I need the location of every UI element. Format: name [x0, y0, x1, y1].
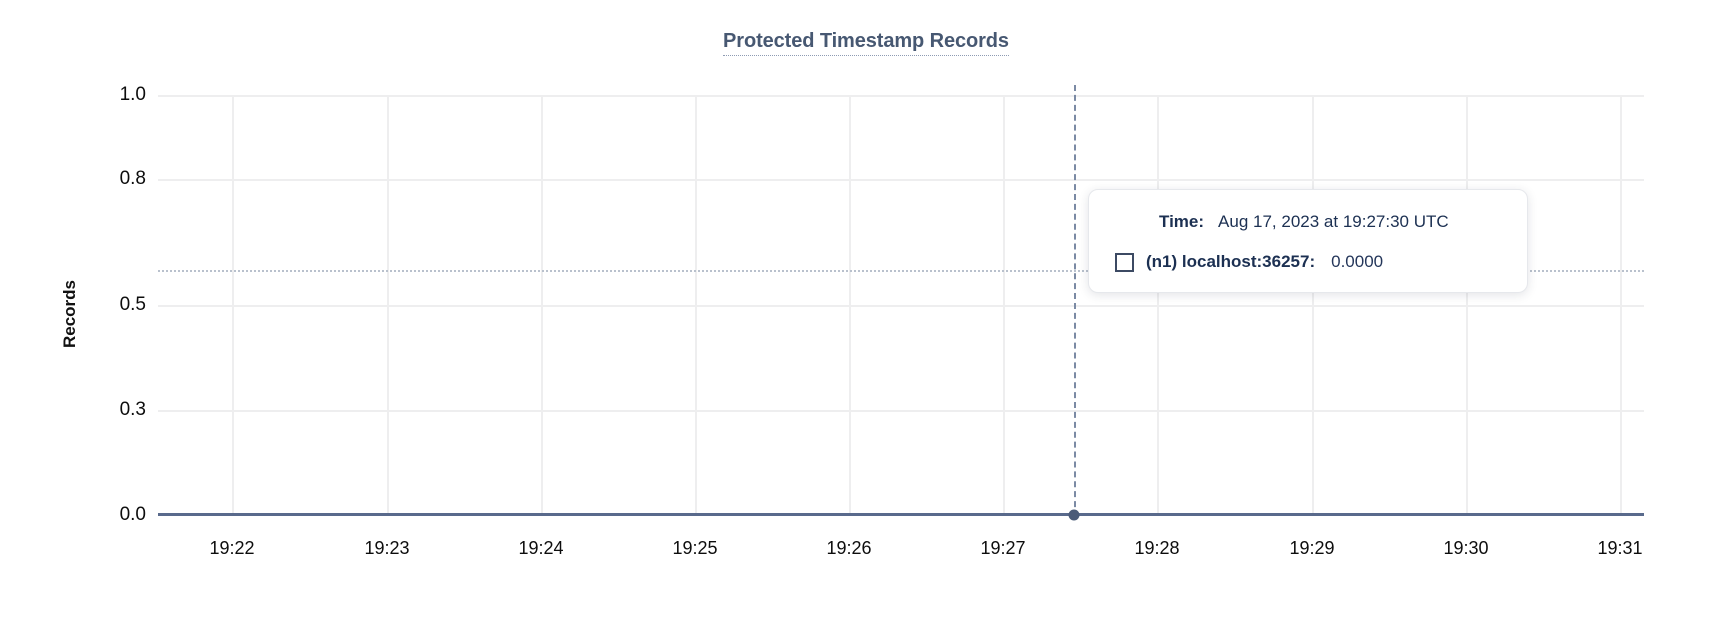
gridline-horizontal — [158, 305, 1644, 307]
gridline-vertical — [387, 95, 389, 515]
tooltip-series-row: (n1) localhost:36257: 0.0000 — [1115, 252, 1501, 272]
crosshair-horizontal — [158, 270, 1644, 272]
plot-area[interactable] — [158, 85, 1644, 521]
empty-square-icon — [1115, 252, 1134, 272]
tooltip-time-label: Time: — [1159, 212, 1205, 231]
x-tick-label: 19:29 — [1289, 538, 1335, 558]
tooltip-time-value: Aug 17, 2023 at 19:27:30 UTC — [1218, 212, 1449, 231]
x-tick-label: 19:31 — [1597, 538, 1643, 558]
x-tick-label: 19:23 — [364, 538, 410, 558]
gridline-vertical — [849, 95, 851, 515]
gridline-vertical — [1466, 95, 1468, 515]
y-tick-label: 1.0 — [119, 84, 146, 105]
chart-title: Protected Timestamp Records — [723, 30, 1009, 56]
gridline-horizontal — [158, 95, 1644, 97]
gridline-vertical — [1620, 95, 1622, 515]
gridline-horizontal — [158, 410, 1644, 412]
y-tick-label: 0.0 — [119, 504, 146, 525]
tooltip-series-value: 0.0000 — [1331, 252, 1384, 271]
series-line-localhost-36257 — [158, 513, 1644, 516]
gridline-vertical — [232, 95, 234, 515]
gridline-vertical — [695, 95, 697, 515]
x-tick-label: 19:22 — [209, 538, 255, 558]
tooltip-time-row: Time: Aug 17, 2023 at 19:27:30 UTC — [1115, 212, 1501, 232]
y-tick-label: 0.5 — [119, 294, 146, 315]
tooltip-series-name: (n1) localhost:36257: — [1146, 252, 1316, 271]
y-tick-label: 0.3 — [119, 399, 146, 420]
gridline-vertical — [1312, 95, 1314, 515]
chart-title-container: Protected Timestamp Records — [0, 30, 1732, 56]
x-tick-label: 19:27 — [980, 538, 1026, 558]
x-tick-label: 19:30 — [1443, 538, 1489, 558]
gridline-vertical — [1003, 95, 1005, 515]
data-point-marker[interactable] — [1068, 509, 1080, 521]
hover-tooltip: Time: Aug 17, 2023 at 19:27:30 UTC (n1) … — [1088, 189, 1528, 293]
crosshair-vertical — [1074, 85, 1076, 517]
gridline-vertical — [1157, 95, 1159, 515]
y-tick-label: 0.8 — [119, 168, 146, 189]
x-tick-label: 19:26 — [826, 538, 872, 558]
gridline-horizontal — [158, 179, 1644, 181]
x-tick-label: 19:28 — [1134, 538, 1180, 558]
x-tick-label: 19:24 — [518, 538, 564, 558]
gridline-vertical — [541, 95, 543, 515]
x-tick-label: 19:25 — [672, 538, 718, 558]
